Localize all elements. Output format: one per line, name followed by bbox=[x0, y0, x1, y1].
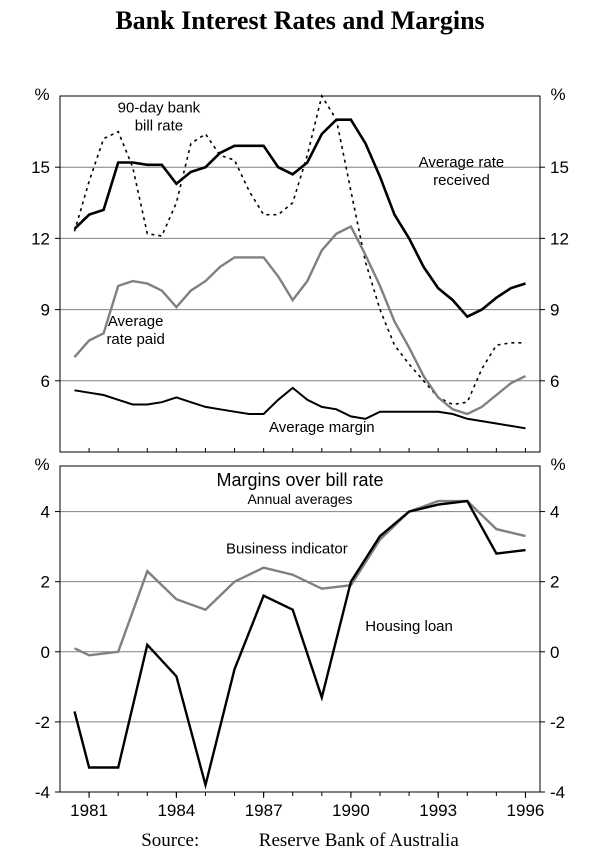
svg-text:6: 6 bbox=[41, 372, 50, 391]
panel2-subheading: Annual averages bbox=[247, 491, 352, 507]
x-tick-label: 1984 bbox=[157, 801, 195, 820]
annotation: 90-day bank bbox=[118, 100, 201, 117]
chart-title: Bank Interest Rates and Margins bbox=[0, 0, 600, 36]
svg-text:4: 4 bbox=[550, 503, 559, 522]
svg-text:15: 15 bbox=[550, 158, 569, 177]
annotation: Average bbox=[108, 313, 164, 330]
svg-text:0: 0 bbox=[550, 643, 559, 662]
annotation: Average rate bbox=[419, 154, 505, 171]
x-tick-label: 1981 bbox=[70, 801, 108, 820]
series-avg-rate-received bbox=[75, 120, 526, 317]
annotation: bill rate bbox=[135, 117, 183, 134]
svg-text:-4: -4 bbox=[550, 783, 565, 802]
chart-canvas: 6 6 9 9 12 12 15 15%% -4 -4 -2 -2 0 0 2 2 4 4%% 1981 1984 19… bbox=[0, 36, 600, 822]
svg-text:-2: -2 bbox=[550, 713, 565, 732]
svg-text:-4: -4 bbox=[35, 783, 50, 802]
pct-label-right-1: % bbox=[550, 85, 565, 104]
annotation: Business indicator bbox=[226, 541, 348, 558]
series-bill-rate-90d bbox=[75, 96, 526, 405]
pct-label-left-1: % bbox=[34, 85, 49, 104]
source-value: Reserve Bank of Australia bbox=[259, 830, 459, 851]
svg-text:-2: -2 bbox=[35, 713, 50, 732]
panel2-heading: Margins over bill rate bbox=[216, 470, 383, 490]
svg-text:6: 6 bbox=[550, 372, 559, 391]
x-tick-label: 1996 bbox=[507, 801, 545, 820]
svg-text:2: 2 bbox=[41, 573, 50, 592]
source-label: Source: bbox=[141, 830, 199, 851]
svg-text:15: 15 bbox=[31, 158, 50, 177]
svg-text:0: 0 bbox=[41, 643, 50, 662]
svg-text:4: 4 bbox=[41, 503, 50, 522]
svg-text:9: 9 bbox=[550, 301, 559, 320]
pct-label-left-2: % bbox=[34, 455, 49, 474]
svg-text:2: 2 bbox=[550, 573, 559, 592]
svg-text:9: 9 bbox=[41, 301, 50, 320]
x-tick-label: 1990 bbox=[332, 801, 370, 820]
svg-text:12: 12 bbox=[31, 229, 50, 248]
annotation: Average margin bbox=[269, 419, 375, 436]
annotation: rate paid bbox=[106, 331, 164, 348]
annotation: Housing loan bbox=[365, 618, 453, 635]
pct-label-right-2: % bbox=[550, 455, 565, 474]
svg-text:12: 12 bbox=[550, 229, 569, 248]
annotation: received bbox=[433, 172, 490, 189]
x-tick-label: 1987 bbox=[245, 801, 283, 820]
x-tick-label: 1993 bbox=[419, 801, 457, 820]
